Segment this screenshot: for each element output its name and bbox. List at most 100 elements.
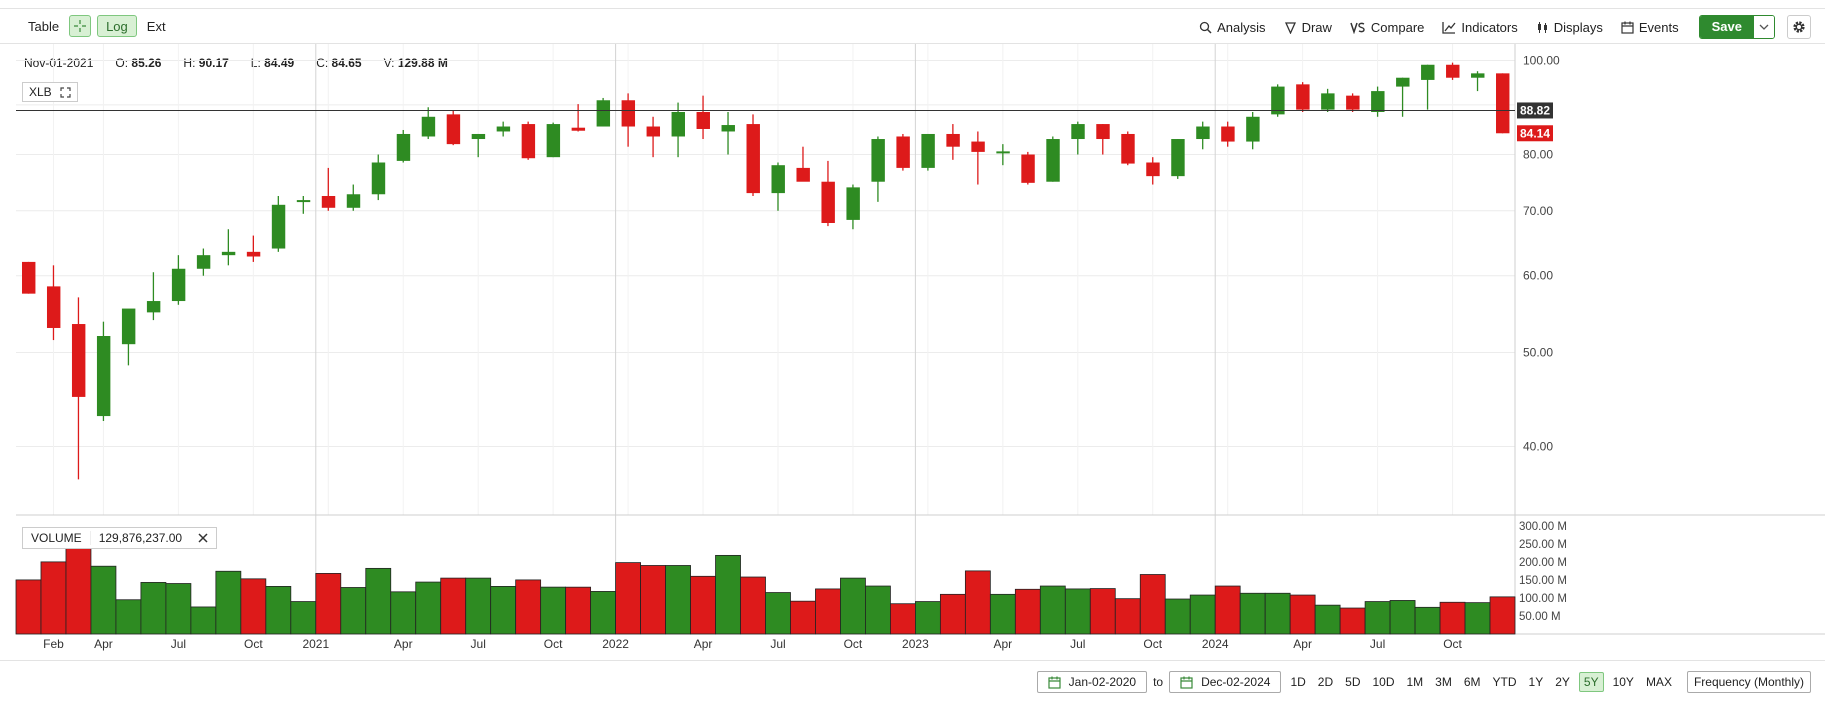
end-date-field[interactable]: Dec-02-2024 (1169, 671, 1282, 693)
log-scale-toggle[interactable]: Log (97, 15, 137, 37)
x-tick-label: Oct (1443, 637, 1462, 651)
x-tick-label: 2021 (302, 637, 329, 651)
candle-body (1071, 124, 1085, 140)
candle-body (1021, 154, 1035, 183)
expand-icon[interactable] (60, 86, 71, 98)
crosshair-toggle[interactable] (69, 15, 92, 37)
volume-bar (1389, 600, 1416, 635)
candle-body (1171, 139, 1185, 177)
range-10d[interactable]: 10D (1372, 675, 1395, 689)
candle-body (471, 133, 486, 140)
range-1y[interactable]: 1Y (1528, 675, 1544, 689)
candle-body (1496, 73, 1510, 134)
extended-hours-toggle[interactable]: Ext (146, 18, 166, 34)
candle-body (571, 127, 586, 131)
candle-body (1296, 84, 1310, 110)
price-tick-label: 60.00 (1523, 269, 1553, 283)
save-button[interactable]: Save (1699, 16, 1754, 38)
volume-bar (939, 593, 966, 635)
range-1m[interactable]: 1M (1406, 675, 1424, 689)
volume-bar (215, 570, 242, 635)
range-5y[interactable]: 5Y (1578, 672, 1604, 692)
volume-bar (1039, 585, 1066, 635)
x-tick-label: 2024 (1202, 637, 1229, 651)
compare-button[interactable]: Compare (1350, 20, 1424, 35)
candle-body (1046, 139, 1060, 182)
range-ytd[interactable]: YTD (1492, 675, 1517, 689)
volume-bar (1164, 598, 1191, 635)
indicators-button[interactable]: Indicators (1442, 20, 1518, 35)
volume-label-box: VOLUME 129,876,237.00 (22, 527, 218, 549)
save-options-button[interactable] (1754, 16, 1774, 38)
candle-body (971, 141, 985, 152)
last-price-label: 84.14 (1520, 126, 1550, 140)
x-tick-label: 2023 (902, 637, 929, 651)
candle-body (621, 100, 636, 127)
volume-bar (15, 579, 42, 635)
volume-bar (1289, 594, 1316, 635)
candle-body (1396, 77, 1410, 87)
volume-bar (1364, 601, 1391, 635)
volume-bar (90, 565, 117, 635)
candle-body (521, 124, 536, 159)
analysis-button[interactable]: Analysis (1199, 20, 1266, 35)
candle-body (746, 124, 760, 194)
volume-bar (640, 565, 666, 635)
events-button[interactable]: Events (1621, 20, 1679, 35)
candle-body (321, 195, 336, 208)
volume-bar (1014, 588, 1041, 635)
volume-bar (340, 587, 367, 635)
frequency-select[interactable]: Frequency (Monthly) (1686, 671, 1811, 693)
ohlc-low-label: L: (250, 56, 261, 70)
candle-body (696, 111, 710, 129)
range-1d[interactable]: 1D (1290, 675, 1306, 689)
x-tick-label: Apr (394, 637, 413, 651)
candle-body (646, 126, 661, 137)
candle-body (821, 181, 835, 223)
ohlc-low-value: 84.49 (264, 56, 295, 70)
candle-body (796, 167, 810, 182)
volume-bars (15, 547, 1516, 635)
volume-bar (615, 562, 641, 635)
x-tick-label: Oct (844, 637, 863, 651)
range-10y[interactable]: 10Y (1612, 675, 1634, 689)
range-5d[interactable]: 5D (1345, 675, 1361, 689)
volume-value: 129,876,237.00 (89, 531, 190, 545)
candle-body (1421, 64, 1435, 80)
ticker-label-box[interactable]: XLB (22, 82, 78, 102)
ohlc-close: C: 84.65 (316, 56, 361, 70)
candle-body (446, 114, 461, 145)
volume-bar (1064, 588, 1091, 635)
ohlc-close-value: 84.65 (331, 56, 362, 70)
range-6m[interactable]: 6M (1463, 675, 1481, 689)
candle-body (871, 139, 885, 182)
end-date-value: Dec-02-2024 (1201, 675, 1271, 689)
volume-bar (565, 586, 592, 635)
date-range-controls: Jan-02-2020 to Dec-02-2024 1D 2D 5D 10D … (1036, 671, 1811, 693)
compare-icon (1350, 22, 1365, 34)
displays-button[interactable]: Displays (1536, 20, 1603, 35)
range-max[interactable]: MAX (1645, 675, 1672, 689)
grid-lines (16, 44, 1515, 634)
candle-body (1146, 162, 1160, 177)
range-2d[interactable]: 2D (1317, 675, 1334, 689)
range-3m[interactable]: 3M (1435, 675, 1452, 689)
price-chart[interactable]: 40.00 50.00 60.00 70.00 80.00 100.00 88.82 84.1… (0, 0, 1825, 660)
ohlc-open-value: 85.26 (131, 56, 162, 70)
candle-body (396, 133, 411, 161)
draw-button[interactable]: Draw (1284, 20, 1332, 35)
candle-body (946, 133, 960, 147)
volume-label: VOLUME (31, 531, 82, 545)
close-volume-button[interactable] (190, 530, 216, 546)
volume-bar (315, 573, 342, 635)
range-2y[interactable]: 2Y (1555, 675, 1570, 689)
settings-button[interactable] (1787, 15, 1811, 39)
volume-bar (1489, 596, 1516, 635)
volume-bar (865, 585, 891, 635)
ohlc-volume: V: 129.88 M (384, 56, 448, 70)
start-date-field[interactable]: Jan-02-2020 (1036, 671, 1148, 693)
volume-bar (390, 591, 417, 635)
candle-body (1271, 86, 1285, 115)
table-toggle[interactable]: Table (28, 18, 60, 34)
x-tick-label: Oct (544, 637, 563, 651)
